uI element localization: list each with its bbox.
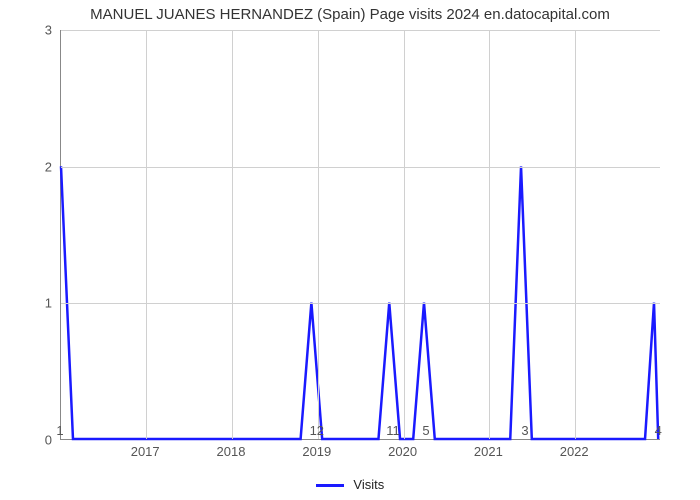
- x-tick-label-year: 2017: [131, 444, 160, 459]
- x-axis-annotation: 5: [422, 423, 429, 438]
- y-tick-label: 1: [12, 296, 52, 311]
- grid-line-v: [318, 30, 319, 439]
- grid-line-v: [146, 30, 147, 439]
- plot-area: [60, 30, 660, 440]
- legend-swatch: [316, 484, 344, 487]
- legend-label: Visits: [353, 477, 384, 492]
- y-tick-label: 3: [12, 23, 52, 38]
- grid-line-h: [61, 303, 660, 304]
- grid-line-v: [232, 30, 233, 439]
- chart-title: MANUEL JUANES HERNANDEZ (Spain) Page vis…: [0, 6, 700, 23]
- x-axis-annotation: 4: [655, 423, 662, 438]
- x-axis-annotation: 12: [310, 423, 324, 438]
- x-axis-annotation: 3: [521, 423, 528, 438]
- y-tick-label: 2: [12, 159, 52, 174]
- x-tick-label-year: 2019: [302, 444, 331, 459]
- x-tick-label-year: 2022: [560, 444, 589, 459]
- x-axis-annotation: 1: [56, 423, 63, 438]
- x-tick-label-year: 2020: [388, 444, 417, 459]
- y-tick-label: 0: [12, 433, 52, 448]
- chart-container: MANUEL JUANES HERNANDEZ (Spain) Page vis…: [0, 0, 700, 500]
- legend: Visits: [0, 477, 700, 492]
- x-tick-label-year: 2018: [217, 444, 246, 459]
- grid-line-h: [61, 30, 660, 31]
- line-series: [61, 30, 660, 439]
- grid-line-v: [404, 30, 405, 439]
- grid-line-v: [489, 30, 490, 439]
- grid-line-h: [61, 167, 660, 168]
- x-axis-annotation: 11: [386, 423, 400, 438]
- grid-line-v: [575, 30, 576, 439]
- x-tick-label-year: 2021: [474, 444, 503, 459]
